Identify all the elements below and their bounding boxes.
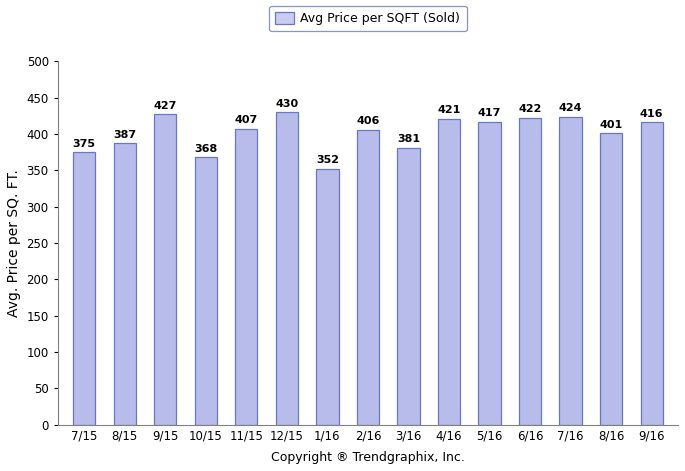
Text: 375: 375 (73, 138, 96, 148)
Bar (640, 122, 663, 425)
Text: 387: 387 (113, 130, 136, 140)
Bar (397, 148, 420, 425)
Bar (73, 152, 95, 425)
Text: 352: 352 (316, 155, 339, 165)
Text: 427: 427 (153, 101, 177, 111)
Text: 381: 381 (397, 134, 420, 144)
Bar (438, 119, 460, 425)
Bar (478, 122, 501, 425)
Legend: Avg Price per SQFT (Sold): Avg Price per SQFT (Sold) (269, 6, 466, 32)
Bar (154, 114, 176, 425)
Bar (357, 130, 379, 425)
Bar (114, 143, 136, 425)
Text: 416: 416 (640, 109, 664, 119)
Text: 406: 406 (356, 116, 379, 126)
Text: 407: 407 (235, 115, 258, 125)
Text: 424: 424 (559, 103, 582, 113)
Text: 422: 422 (519, 104, 542, 114)
Text: 401: 401 (599, 120, 623, 130)
Bar (560, 116, 582, 425)
Text: 430: 430 (275, 98, 299, 108)
Bar (600, 133, 622, 425)
Text: 421: 421 (437, 105, 461, 115)
Text: 417: 417 (478, 108, 501, 118)
Bar (195, 157, 217, 425)
Y-axis label: Avg. Price per SQ. FT.: Avg. Price per SQ. FT. (7, 169, 21, 317)
Bar (316, 169, 338, 425)
Bar (519, 118, 541, 425)
X-axis label: Copyright ® Trendgraphix, Inc.: Copyright ® Trendgraphix, Inc. (271, 451, 465, 464)
Bar (275, 112, 298, 425)
Bar (235, 129, 258, 425)
Text: 368: 368 (194, 144, 217, 154)
